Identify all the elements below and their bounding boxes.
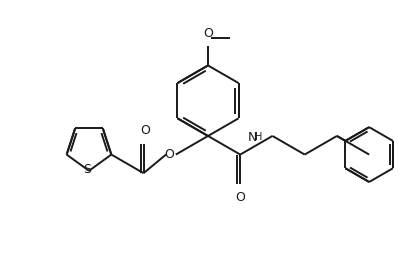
Text: O: O [203,27,213,40]
Text: N: N [248,131,257,144]
Text: O: O [140,124,150,137]
Text: O: O [235,191,245,204]
Text: O: O [164,148,174,161]
Text: S: S [83,163,91,176]
Text: H: H [255,132,262,142]
